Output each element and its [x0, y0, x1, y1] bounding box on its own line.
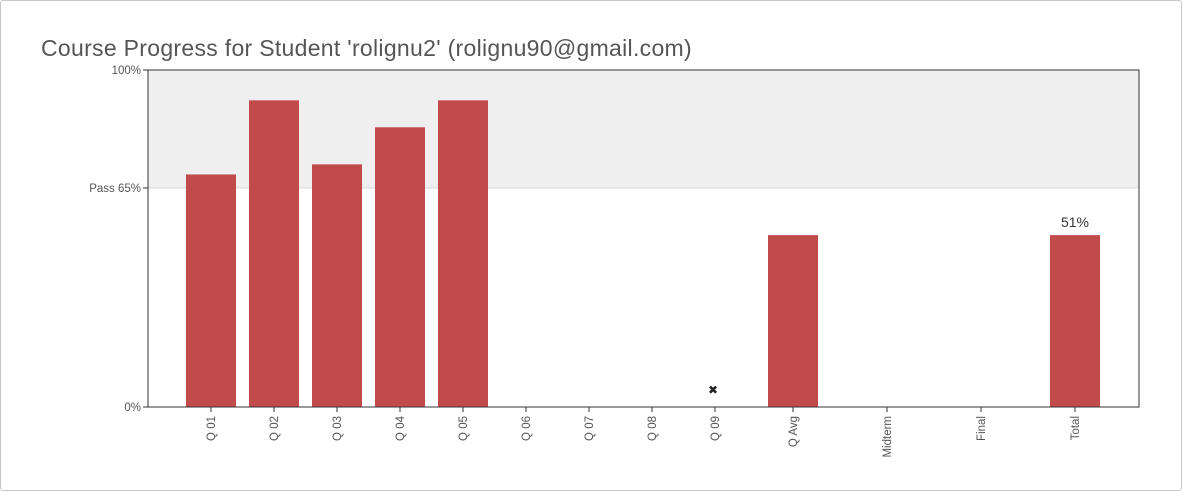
bar-value-label: 51% — [1061, 214, 1089, 230]
plot-frame — [147, 69, 1140, 408]
bar-q-avg — [768, 235, 818, 407]
x-tick-label: Q 07 — [584, 416, 596, 441]
bar-q-04 — [375, 127, 425, 407]
x-tick-label: Q 03 — [332, 416, 344, 441]
bar-total — [1050, 235, 1100, 407]
y-tick-label: 0% — [124, 402, 141, 414]
x-tick-label: Q 02 — [269, 416, 281, 441]
y-tick-label: 100% — [112, 65, 141, 77]
y-tick-label: Pass 65% — [89, 183, 141, 195]
bar-q-01 — [186, 174, 236, 407]
x-tick-label: Q Avg — [788, 416, 800, 447]
bar-q-03 — [312, 164, 362, 407]
x-tick-label: Midterm — [882, 416, 894, 458]
missing-score-marker: ✖ — [708, 383, 718, 397]
chart-title: Course Progress for Student 'rolignu2' (… — [41, 35, 692, 61]
x-tick-label: Q 01 — [206, 416, 218, 441]
x-tick-label: Q 05 — [458, 416, 470, 441]
x-tick-label: Final — [976, 416, 988, 441]
x-tick-label: Q 04 — [395, 415, 407, 441]
x-tick-label: Q 08 — [647, 416, 659, 441]
x-tick-label: Total — [1070, 416, 1082, 440]
bar-q-02 — [249, 100, 299, 407]
bar-q-05 — [438, 100, 488, 407]
x-tick-label: Q 06 — [521, 416, 533, 441]
x-tick-label: Q 09 — [710, 416, 722, 441]
